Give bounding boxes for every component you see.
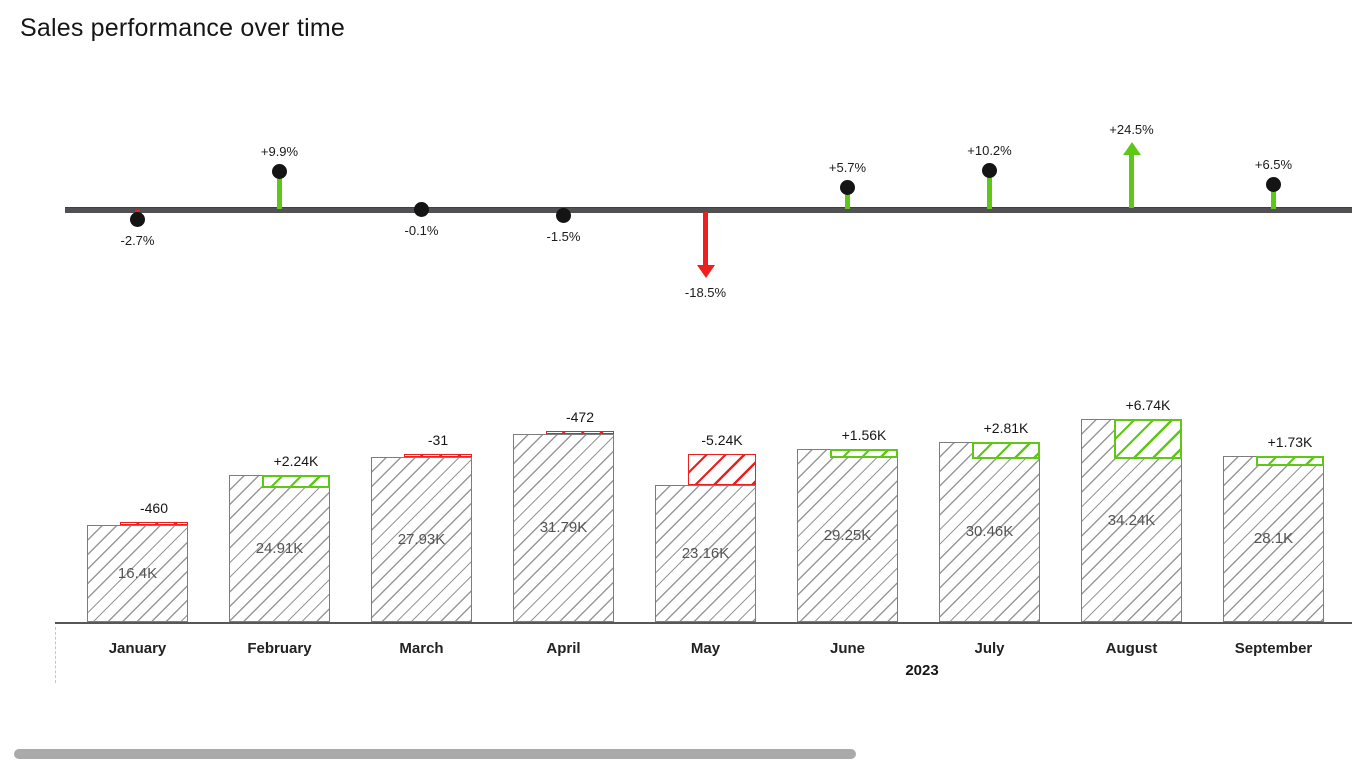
axis-left-dashed-guide: [55, 627, 57, 683]
timeline-pin-dot: [130, 212, 145, 228]
bar-march: [371, 457, 472, 622]
timeline-pin-stem-up: [1271, 184, 1276, 210]
delta-decrease-box: [120, 522, 188, 525]
x-axis-label-april: April: [546, 640, 581, 657]
timeline-percent-label: +5.7%: [828, 160, 867, 176]
bar-value-label: 29.25K: [823, 526, 872, 544]
delta-value-label: +2.24K: [273, 453, 319, 469]
delta-value-label: +1.56K: [841, 427, 887, 443]
bar-may: [655, 485, 756, 622]
horizontal-scrollbar[interactable]: [14, 749, 856, 759]
delta-increase-box: [1256, 456, 1324, 466]
timeline-baseline: [65, 207, 1352, 213]
delta-decrease-box: [546, 431, 614, 434]
timeline-pin-dot: [1266, 176, 1281, 192]
timeline-up-arrow-head: [1122, 141, 1141, 155]
timeline-percent-label: -2.7%: [120, 233, 155, 249]
x-axis-label-march: March: [399, 640, 444, 657]
bar-value-label: 27.93K: [397, 530, 446, 548]
timeline-pin-dot: [982, 162, 997, 178]
delta-increase-box: [262, 475, 330, 488]
timeline-pin-stem-up: [277, 171, 282, 210]
x-axis-line: [55, 622, 1352, 624]
x-axis-label-september: September: [1234, 640, 1313, 657]
x-axis-label-july: July: [974, 640, 1005, 657]
timeline-pin-stem-up: [845, 187, 850, 210]
timeline-up-arrow-shaft: [1129, 154, 1134, 208]
timeline-down-arrow-shaft: [703, 211, 708, 265]
delta-increase-box: [830, 449, 898, 458]
bar-value-label: 24.91K: [255, 539, 304, 557]
timeline-percent-label: -1.5%: [546, 228, 581, 244]
timeline-percent-label: +10.2%: [967, 142, 1012, 158]
timeline-percent-label: +9.9%: [260, 143, 299, 159]
delta-value-label: +2.81K: [983, 420, 1029, 436]
timeline-percent-label: -0.1%: [404, 223, 439, 239]
bar-value-label: 23.16K: [681, 544, 730, 562]
timeline-pin-dot: [272, 163, 287, 179]
timeline-pin-stem-up: [987, 170, 992, 210]
timeline-pin-dot: [414, 202, 429, 218]
timeline-percent-label: +24.5%: [1109, 121, 1154, 137]
timeline-percent-label: -18.5%: [684, 284, 727, 300]
bar-value-label: 34.24K: [1107, 511, 1156, 529]
delta-value-label: -472: [565, 409, 595, 425]
delta-value-label: -460: [139, 500, 169, 516]
bar-september: [1223, 456, 1324, 622]
delta-decrease-box: [688, 454, 756, 485]
x-axis-label-may: May: [690, 640, 721, 657]
timeline-pin-dot: [556, 207, 571, 223]
delta-value-label: -31: [427, 432, 449, 448]
timeline-percent-label: +6.5%: [1254, 156, 1293, 172]
delta-increase-box: [1114, 419, 1182, 459]
x-axis-label-february: February: [247, 640, 312, 657]
bar-july: [939, 442, 1040, 622]
bar-value-label: 30.46K: [965, 523, 1014, 540]
timeline-down-arrow-head: [696, 264, 715, 278]
x-axis-label-january: January: [108, 640, 167, 657]
bar-february: [229, 475, 330, 622]
bar-january: [87, 525, 188, 622]
delta-value-label: +1.73K: [1267, 434, 1313, 450]
delta-value-label: -5.24K: [701, 432, 743, 448]
timeline-pin-dot: [840, 180, 855, 196]
bar-value-label: 28.1K: [1253, 530, 1294, 547]
x-axis-label-june: June: [829, 640, 865, 657]
bar-april: [513, 434, 614, 622]
x-axis-label-august: August: [1105, 640, 1158, 657]
chart-title: Sales performance over time: [20, 14, 345, 42]
bar-value-label: 16.4K: [117, 564, 158, 582]
delta-value-label: +6.74K: [1125, 397, 1171, 413]
delta-decrease-box: [404, 454, 472, 457]
x-axis-year-label: 2023: [905, 662, 939, 679]
bar-value-label: 31.79K: [539, 519, 588, 536]
delta-increase-box: [972, 442, 1040, 459]
